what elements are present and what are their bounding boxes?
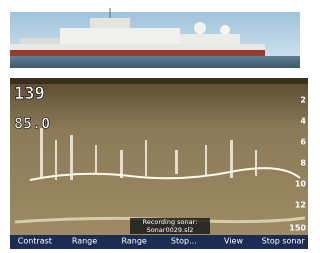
softkey[interactable]: View <box>224 237 243 246</box>
depth-readout: 139 <box>14 84 45 104</box>
ship-photo <box>10 8 300 68</box>
scale-label: 10 <box>295 180 307 189</box>
softkey[interactable]: Contrast <box>18 237 52 246</box>
scale-label: 8 <box>300 159 306 168</box>
temperature-readout: 85.0 <box>14 115 50 133</box>
sonar-screen: 139 85.0 2 4 6 8 10 12 150 Recording sonar: S… <box>10 78 308 249</box>
scale-label: 4 <box>300 117 306 126</box>
softkey[interactable]: Range <box>72 237 97 246</box>
scale-label: 6 <box>300 138 306 147</box>
scale-label: 12 <box>295 201 306 210</box>
screenshot: 139 85.0 2 4 6 8 10 12 150 Recording sonar: S… <box>0 0 308 249</box>
softkey[interactable]: Stop sonar <box>262 237 306 246</box>
status-line: Recording sonar: <box>143 218 198 226</box>
range-end: 150 <box>289 224 306 233</box>
softkey[interactable]: Range <box>121 237 146 246</box>
softkey[interactable]: Stop... <box>171 237 197 246</box>
scale-label: 2 <box>300 96 306 105</box>
status-line: Sonar0029.sl2 <box>147 226 194 234</box>
